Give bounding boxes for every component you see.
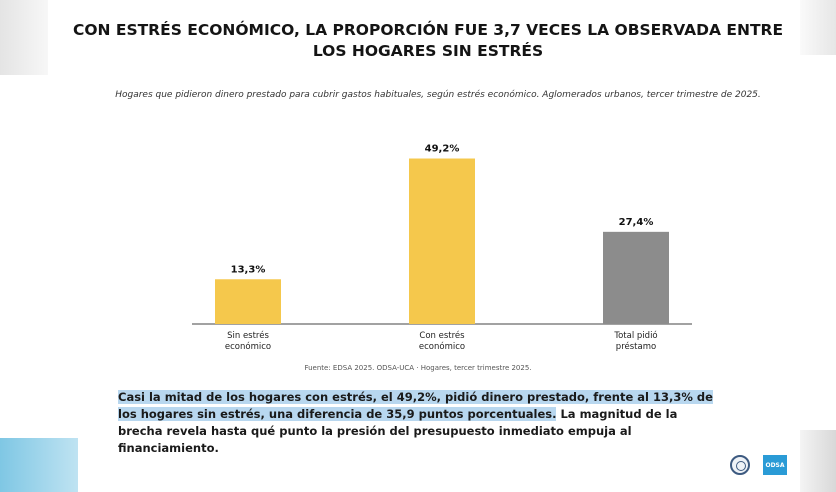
odsa-logo-icon: ODSA <box>763 455 787 475</box>
left-bottom-edge <box>0 438 78 492</box>
bar <box>603 231 669 324</box>
left-top-edge <box>0 0 48 75</box>
category-label: Sin estrés económico <box>225 330 271 352</box>
right-top-edge <box>800 0 836 55</box>
bar <box>409 158 475 324</box>
university-seal-icon <box>730 455 750 475</box>
data-label: 49,2% <box>425 144 460 155</box>
category-label: Con estrés económico <box>419 330 465 352</box>
data-label: 13,3% <box>231 264 266 275</box>
chart-title: CON ESTRÉS ECONÓMICO, LA PROPORCIÓN FUE … <box>72 21 784 60</box>
chart-subtitle: Hogares que pidieron dinero prestado par… <box>115 90 761 100</box>
body-rest-text: La magnitud de la brecha revela hasta qu… <box>118 407 678 455</box>
source-note: Fuente: EDSA 2025. ODSA-UCA · Hogares, t… <box>304 364 532 372</box>
body-paragraph: Casi la mitad de los hogares con estrés,… <box>118 389 718 457</box>
category-label: Total pidió préstamo <box>613 330 657 352</box>
data-label: 27,4% <box>619 217 654 228</box>
right-bottom-edge <box>800 430 836 492</box>
bar-chart: 13,3% Sin estrés económico 49,2% Con estrés e… <box>192 144 692 352</box>
bar <box>215 279 281 324</box>
